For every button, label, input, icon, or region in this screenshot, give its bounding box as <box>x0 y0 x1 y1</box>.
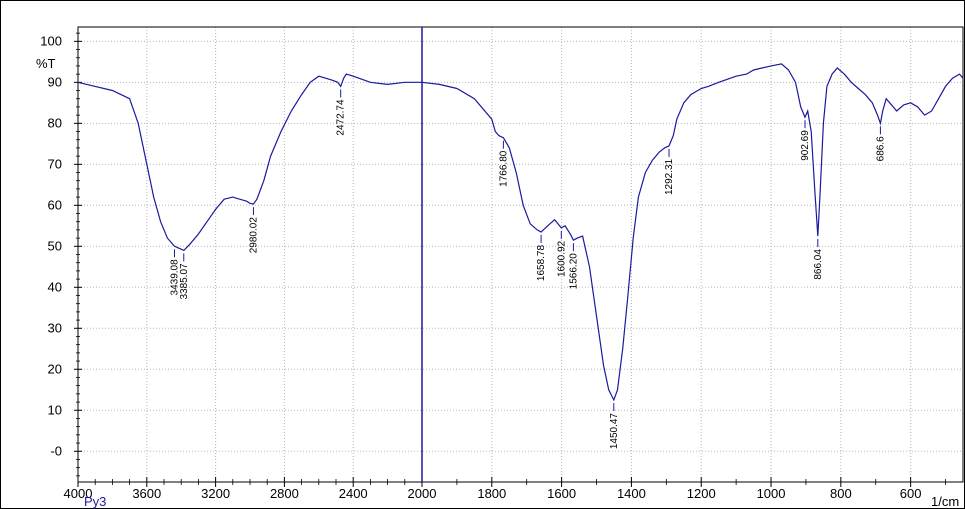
x-tick-label: 1600 <box>547 486 576 501</box>
y-tick-label: 90 <box>48 74 62 89</box>
peak-label: 2472.74 <box>336 99 347 136</box>
y-tick-label: 20 <box>48 361 62 376</box>
grid-lines <box>78 27 963 482</box>
x-tick-label: 3200 <box>201 486 230 501</box>
peak-label: 3439.08 <box>169 259 180 296</box>
x-axis-unit-label: 1/cm <box>931 494 959 509</box>
peak-label: 866.04 <box>813 249 824 280</box>
peak-label: 1600.92 <box>556 240 567 277</box>
y-tick-label: 70 <box>48 156 62 171</box>
x-tick-label: 2800 <box>270 486 299 501</box>
y-tick-label: 40 <box>48 279 62 294</box>
y-tick-label: 100 <box>40 33 62 48</box>
x-tick-label: 1200 <box>687 486 716 501</box>
x-tick-label: 800 <box>830 486 852 501</box>
series-line <box>77 63 964 402</box>
x-tick-label: 2400 <box>339 486 368 501</box>
x-tick-label: 600 <box>900 486 922 501</box>
y-tick-label: 10 <box>48 402 62 417</box>
peak-label: 686.6 <box>875 136 886 161</box>
x-tick-label: 3600 <box>132 486 161 501</box>
peak-label: 1450.47 <box>609 413 620 450</box>
x-tick-label: 4000 <box>64 486 93 501</box>
y-tick-label: 30 <box>48 320 62 335</box>
y-tick-label: -0 <box>50 443 62 458</box>
peak-label: 3385.07 <box>179 263 190 300</box>
y-tick-label: 80 <box>48 115 62 130</box>
peak-label: 1292.31 <box>664 158 675 195</box>
y-axis-label: %T <box>36 56 56 71</box>
sample-label: Py3 <box>84 494 106 509</box>
peak-label: 1566.20 <box>568 253 579 290</box>
x-tick-label: 1800 <box>477 486 506 501</box>
peak-label: 1658.78 <box>536 245 547 282</box>
x-tick-label: 2000 <box>408 486 437 501</box>
plot-area-border <box>77 26 964 483</box>
x-tick-label: 1400 <box>617 486 646 501</box>
y-tick-label: 60 <box>48 197 62 212</box>
peak-label: 2980.02 <box>248 217 259 254</box>
peak-label: 1766.80 <box>498 150 509 187</box>
x-tick-label: 1000 <box>757 486 786 501</box>
y-axis-ticks: 100 90 80 70 60 50 40 30 20 10 -0 <box>40 32 82 477</box>
y-tick-label: 50 <box>48 238 62 253</box>
x-axis-ticks: 4000 3600 3200 2800 2400 2000 1800 1600 1400 1200… <box>64 477 946 501</box>
peak-label: 902.69 <box>800 130 811 161</box>
